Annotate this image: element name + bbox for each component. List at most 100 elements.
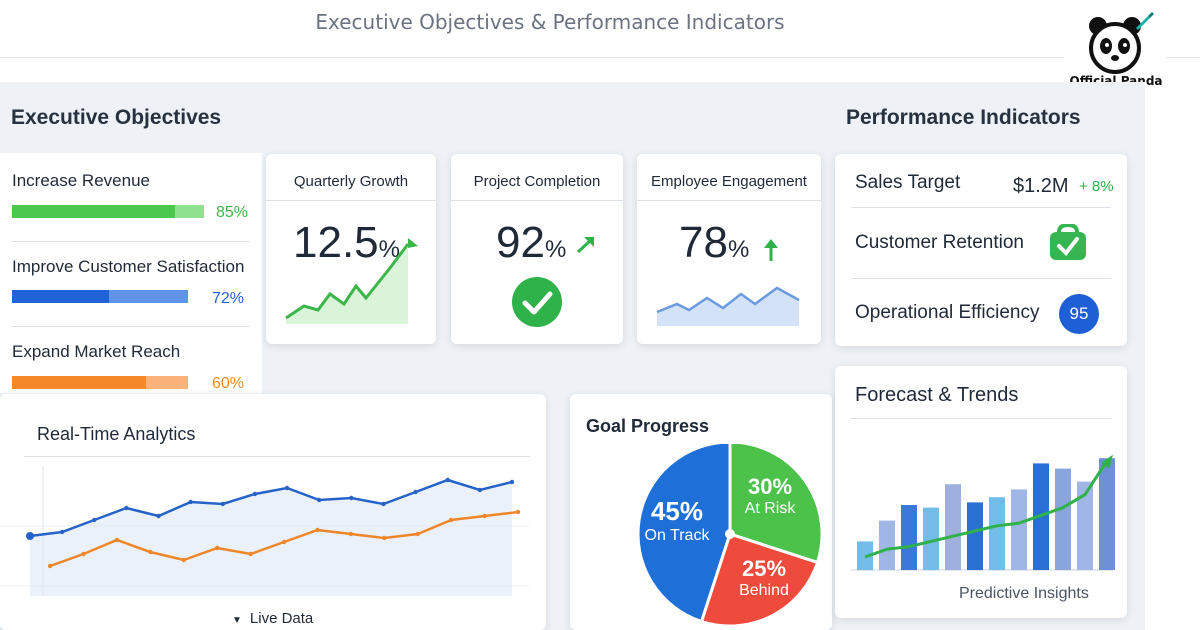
caret-down-icon: ▼ (232, 615, 242, 626)
live-data-label[interactable]: ▼ Live Data (232, 610, 314, 627)
analytics-point (281, 539, 287, 545)
forecast-bar-chart (851, 454, 1115, 571)
arrow-up-right-icon (408, 238, 418, 248)
divider (266, 200, 436, 201)
analytics-point (445, 477, 450, 483)
objective-label-market: Expand Market Reach (12, 342, 181, 361)
objectives-title: Executive Objectives (11, 106, 222, 129)
forecast-bar (879, 520, 895, 570)
analytics-point (92, 517, 97, 523)
divider (851, 207, 1111, 208)
slice-label-behind: 25% Behind (739, 556, 789, 599)
check-circle-icon (512, 277, 562, 327)
analytics-point (382, 535, 387, 541)
objectives-panel: Increase Revenue 85% Improve Customer Sa… (0, 153, 262, 393)
analytics-point (317, 497, 322, 503)
analytics-point (220, 501, 225, 507)
analytics-point (381, 501, 386, 507)
performance-panel: Sales Target $1.2M + 8% Customer Retenti… (835, 154, 1127, 346)
engagement-sparkline (656, 286, 800, 326)
analytics-point (252, 491, 258, 497)
panda-icon (1089, 12, 1154, 74)
performance-title: Performance Indicators (846, 106, 1081, 129)
analytics-point (156, 513, 161, 519)
kpi-value: 92% (496, 218, 567, 267)
kpi-card-employee-engagement[interactable]: Employee Engagement 78% (637, 154, 821, 344)
slice-label-on-track: 45% On Track (644, 496, 710, 544)
kpi-card-quarterly-growth[interactable]: Quarterly Growth 12.5% (266, 154, 436, 344)
forecast-bar (923, 507, 939, 570)
analytics-point (482, 513, 487, 519)
operational-efficiency-label: Operational Efficiency (855, 302, 1040, 323)
divider (24, 456, 530, 457)
kpi-value: 12.5% (293, 218, 400, 267)
goal-progress-title: Goal Progress (586, 416, 710, 436)
analytics-point (248, 551, 253, 557)
growth-sparkline (285, 238, 418, 324)
forecast-bar (1011, 489, 1027, 570)
analytics-point (181, 557, 186, 563)
analytics-point (124, 505, 129, 511)
analytics-point (348, 531, 354, 537)
analytics-panel: Real-Time Analytics ▼ Live Data (0, 394, 546, 630)
goal-pie-chart (636, 444, 824, 628)
objective-percent-market: 60% (212, 375, 245, 392)
slice-label-at-risk: 30% At Risk (744, 474, 796, 517)
kpi-title: Project Completion (473, 173, 601, 190)
kpi-card-project-completion[interactable]: Project Completion 92% (451, 154, 623, 344)
analytics-area (30, 480, 512, 596)
analytics-point (515, 509, 521, 515)
forecast-bar (901, 505, 917, 570)
predictive-insights-label: Predictive Insights (959, 585, 1089, 602)
objective-label-satisfaction: Improve Customer Satisfaction (12, 257, 245, 276)
objective-bar-revenue (12, 205, 204, 218)
forecast-bar (1055, 468, 1071, 570)
kpi-title: Employee Engagement (651, 173, 807, 190)
analytics-point (114, 537, 120, 543)
forecast-title: Forecast & Trends (855, 384, 1019, 406)
analytics-point (47, 563, 53, 569)
analytics-point (415, 531, 420, 537)
analytics-point (59, 529, 65, 535)
analytics-point (215, 545, 220, 551)
pie-center-dot (725, 529, 735, 539)
goal-progress-panel: Goal Progress 45% On Track 30% At Risk 2… (570, 394, 832, 630)
analytics-point (477, 487, 483, 493)
divider (12, 241, 250, 242)
analytics-point (26, 532, 34, 540)
divider (637, 200, 821, 201)
objective-bar-satisfaction (12, 290, 188, 303)
analytics-point (449, 517, 454, 523)
arrow-up-icon (764, 239, 778, 261)
analytics-point (509, 479, 515, 485)
analytics-point (284, 485, 290, 491)
pie-slice-on-track (636, 444, 732, 624)
sales-target-label: Sales Target (855, 172, 961, 193)
trend-arrow-icon (1101, 454, 1113, 469)
sales-target-delta: + 8% (1079, 178, 1114, 195)
divider (851, 418, 1111, 419)
customer-retention-label: Customer Retention (855, 232, 1024, 253)
forecast-bar (989, 497, 1005, 570)
divider (451, 200, 623, 201)
divider (12, 326, 250, 327)
forecast-bar (945, 484, 961, 570)
pie-slice-behind (699, 532, 820, 628)
pie-slice-at-risk (728, 444, 824, 565)
forecast-panel: Forecast & Trends Predictive Insights (835, 366, 1127, 618)
analytics-title: Real-Time Analytics (37, 424, 196, 444)
analytics-series-line (29, 478, 513, 538)
sales-target-value: $1.2M (1013, 175, 1069, 197)
forecast-trend-line (864, 459, 1109, 559)
analytics-point (81, 551, 86, 557)
analytics-point (148, 549, 153, 555)
forecast-bar (967, 502, 983, 570)
analytics-line-chart (0, 466, 530, 596)
efficiency-badge: 95 (1059, 294, 1099, 334)
objective-percent-satisfaction: 72% (212, 290, 245, 307)
analytics-point (413, 489, 418, 495)
retention-badge-icon (1050, 224, 1086, 260)
analytics-point (349, 495, 354, 501)
analytics-point (188, 499, 193, 505)
kpi-title: Quarterly Growth (293, 173, 409, 190)
